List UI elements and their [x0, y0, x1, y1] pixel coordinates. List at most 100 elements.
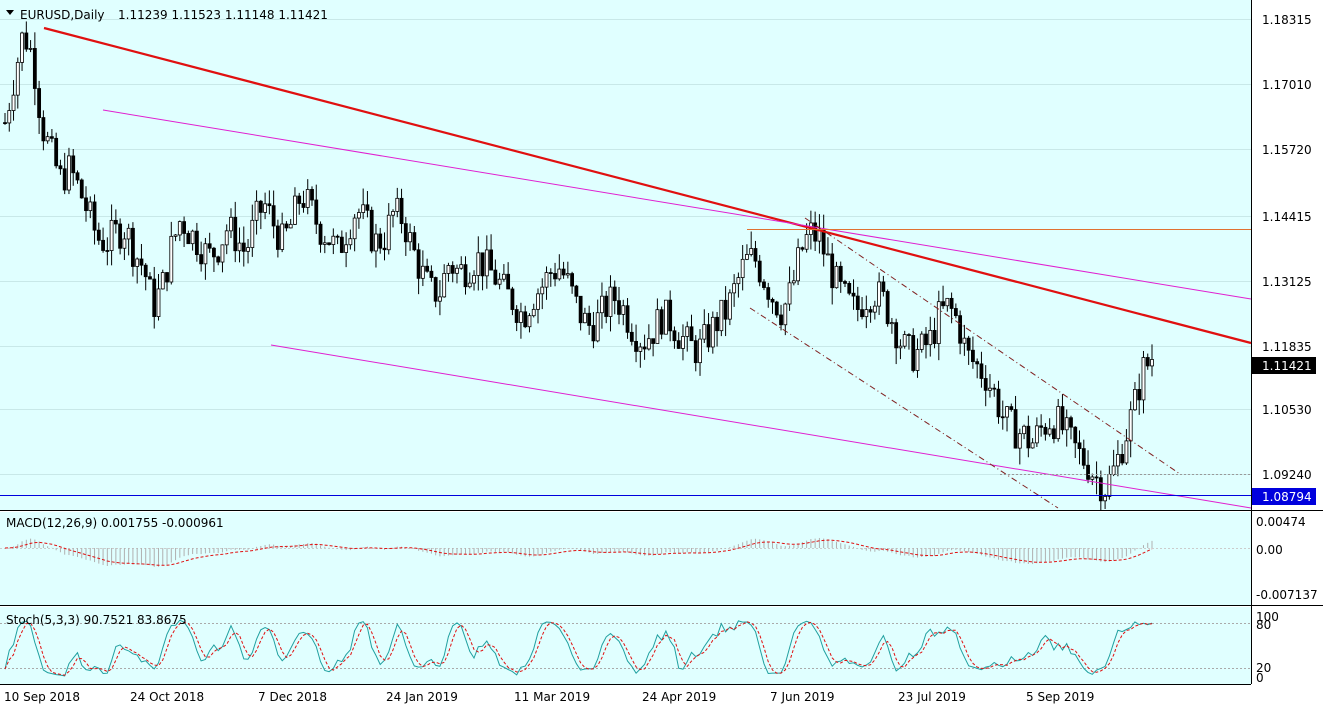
candle-body: [506, 273, 511, 290]
stoch-pane-background: [0, 607, 1251, 684]
candle-body: [608, 286, 613, 317]
candle-body: [565, 273, 570, 276]
candle-body: [233, 216, 238, 252]
dashdot-upper-line[interactable]: [804, 217, 1181, 475]
dashdot-lower-line[interactable]: [749, 307, 1059, 509]
stoch-label: Stoch(5,3,3) 90.7521 83.8675: [6, 613, 187, 627]
candle-body: [271, 205, 276, 227]
candle-body: [681, 336, 685, 349]
candle-body: [612, 286, 617, 302]
drawn-objects[interactable]: [0, 26, 1252, 509]
candle-body: [88, 201, 93, 212]
candle-body: [1047, 428, 1052, 435]
candle-body: [331, 235, 336, 245]
time-label: 24 Jan 2019: [386, 690, 458, 704]
candle-body: [92, 201, 97, 231]
candle-body: [838, 265, 843, 282]
candle-body: [199, 254, 204, 265]
candle-body: [553, 273, 557, 280]
candle-body: [843, 281, 847, 284]
candle-body: [207, 243, 212, 249]
candle-body: [160, 272, 165, 290]
candle-body: [617, 300, 621, 315]
channel-upper-line[interactable]: [102, 109, 1252, 300]
candle-body: [182, 221, 186, 234]
candle-body: [412, 232, 417, 251]
candle-body: [958, 315, 963, 344]
candle-body: [723, 299, 728, 320]
collapse-triangle-icon[interactable]: [6, 10, 14, 15]
candle-body: [587, 312, 592, 326]
candle-body: [1013, 409, 1018, 449]
candle-body: [971, 349, 975, 363]
candle-body: [71, 155, 76, 174]
candle-body: [1005, 406, 1009, 418]
candle-body: [1128, 409, 1133, 442]
time-label: 7 Jun 2019: [770, 690, 835, 704]
candle-body: [911, 335, 916, 371]
macd-pane-background: [0, 512, 1251, 605]
candle-body: [54, 137, 59, 167]
macd-histogram: [8, 537, 1153, 567]
candle-body: [872, 305, 877, 313]
candle-body: [1034, 425, 1039, 444]
candle-body: [1073, 426, 1078, 444]
channel-lower-line[interactable]: [270, 344, 1252, 509]
candle-body: [254, 200, 259, 221]
candle-body: [796, 247, 800, 282]
candle-body: [1077, 442, 1082, 449]
price-tick: 1.14415: [1262, 210, 1312, 224]
stoch-tick: 0: [1256, 671, 1264, 685]
time-label: 10 Sep 2018: [4, 690, 80, 704]
price-tick: 1.10530: [1262, 403, 1312, 417]
price-axis[interactable]: 1.18315 1.17010 1.15720 1.14415 1.13125 …: [1252, 13, 1316, 505]
candle-body: [357, 212, 361, 219]
macd-pane[interactable]: MACD(12,26,9) 0.001755 -0.000961 0.00474…: [0, 515, 1318, 602]
candle-body: [1111, 465, 1116, 475]
candle-body: [241, 242, 246, 252]
candle-body: [1060, 406, 1065, 431]
candle-body: [1145, 357, 1150, 367]
candle-body: [433, 277, 438, 302]
candle-body: [288, 223, 293, 229]
main-downtrend-line[interactable]: [43, 26, 1252, 345]
candle-body: [1137, 389, 1142, 401]
candle-body: [438, 296, 442, 302]
ohlc-values: 1.11239 1.11523 1.11148 1.11421: [118, 8, 328, 22]
candle-body: [79, 179, 84, 199]
candle-body: [595, 312, 600, 342]
candle-body: [907, 334, 911, 336]
candle-body: [32, 48, 37, 89]
time-axis[interactable]: 10 Sep 2018 24 Oct 2018 7 Dec 2018 24 Ja…: [4, 690, 1094, 704]
candle-body: [28, 48, 33, 50]
candle-body: [20, 32, 24, 63]
candle-body: [1052, 428, 1056, 440]
candle-body: [779, 314, 783, 326]
stoch-signal-line: [4, 621, 1153, 676]
candle-body: [96, 229, 101, 241]
candle-body: [50, 136, 54, 139]
candle-body: [403, 223, 408, 243]
candle-body: [544, 272, 549, 288]
candle-body: [804, 234, 809, 250]
candle-body: [919, 333, 924, 350]
candle-body: [514, 309, 519, 323]
blue-line-price-badge: [1252, 488, 1316, 505]
candle-body: [791, 280, 796, 284]
candle-body: [1150, 359, 1154, 367]
candle-body: [1124, 440, 1129, 464]
candle-body: [604, 295, 609, 317]
candle-body: [621, 305, 626, 315]
stoch-pane[interactable]: Stoch(5,3,3) 90.7521 83.8675 100 80 20 0: [0, 610, 1279, 685]
candle-body: [378, 233, 383, 249]
candle-body: [540, 286, 545, 295]
price-tick: 1.18315: [1262, 13, 1312, 27]
stoch-tick: 100: [1256, 610, 1279, 624]
candle-body: [361, 204, 366, 213]
candle-body: [634, 341, 638, 352]
price-tick: 1.15720: [1262, 143, 1312, 157]
candle-body: [177, 221, 182, 236]
time-label: 23 Jul 2019: [898, 690, 966, 704]
